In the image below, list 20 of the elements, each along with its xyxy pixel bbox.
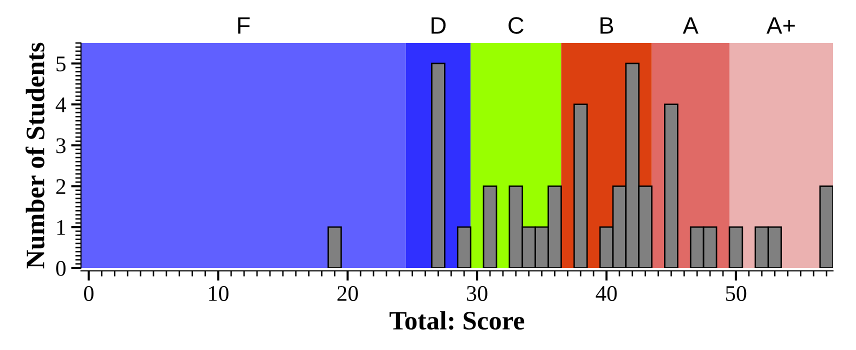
y-tick-label: 1	[57, 220, 66, 235]
band-label: F	[238, 17, 250, 34]
x-axis-title: Total: Score	[390, 311, 524, 330]
y-tick-label: 0	[56, 260, 66, 276]
x-tick-label: 20	[337, 286, 358, 301]
band-label: A	[682, 17, 698, 34]
y-tick-label: 2	[56, 179, 66, 194]
x-tick-label: 40	[596, 286, 617, 301]
y-tick-label: 5	[56, 56, 66, 72]
x-tick-label: 30	[467, 286, 488, 301]
y-tick-label: 4	[56, 97, 66, 112]
y-axis-title: Number of Students	[26, 42, 44, 268]
y-tick-label: 3	[56, 138, 66, 154]
band-label: A+	[766, 17, 795, 34]
x-tick-label: 50	[726, 286, 746, 301]
x-tick-label: 0	[84, 286, 94, 301]
x-tick-label: 10	[209, 286, 228, 301]
band-label: B	[600, 17, 614, 34]
band-label: D	[432, 17, 446, 34]
band-label: C	[508, 17, 524, 34]
